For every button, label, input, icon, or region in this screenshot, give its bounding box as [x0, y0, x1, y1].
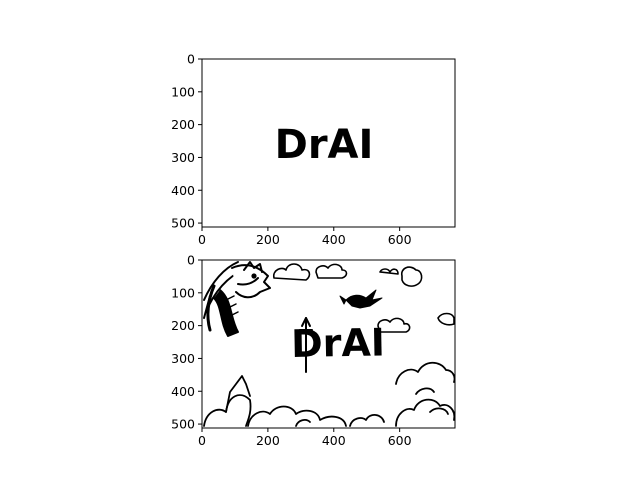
x-tick-label: 0: [198, 232, 206, 247]
y-tick-label: 300: [171, 150, 195, 165]
y-tick-label: 200: [171, 318, 195, 333]
y-tick-label: 400: [171, 384, 195, 399]
bottom-image-panel: DrAI 0 200 400 600 0 100 200 300 400 500: [171, 253, 456, 449]
y-tick-label: 200: [171, 117, 195, 132]
sword-illustration: [299, 317, 313, 373]
bottom-image-logo-text: DrAI: [291, 320, 386, 366]
dragon-illustration-left: [203, 261, 271, 337]
y-tick-label: 0: [187, 52, 195, 67]
top-image-panel: DrAI 0 200 400 600 0 100 200 300 400 500: [171, 52, 456, 248]
top-panel-ticks: 0 200 400 600 0 100 200 300 400 500: [171, 52, 411, 248]
x-tick-label: 600: [388, 433, 412, 448]
y-tick-label: 500: [171, 417, 195, 432]
bottom-panel-ticks: 0 200 400 600 0 100 200 300 400 500: [171, 253, 411, 449]
y-tick-label: 0: [187, 253, 195, 268]
y-tick-label: 300: [171, 351, 195, 366]
top-image-logo-text: DrAI: [275, 122, 374, 168]
clouds-top: [272, 263, 455, 333]
dragon-illustration-flying: [339, 289, 383, 309]
bottom-ink-illustration: [203, 261, 456, 427]
x-tick-label: 400: [322, 232, 346, 247]
x-tick-label: 200: [256, 433, 280, 448]
top-image-frame: [201, 58, 456, 228]
y-tick-label: 100: [171, 285, 195, 300]
y-tick-label: 400: [171, 183, 195, 198]
x-tick-label: 400: [322, 433, 346, 448]
y-tick-label: 500: [171, 216, 195, 231]
x-tick-label: 0: [198, 433, 206, 448]
x-tick-label: 600: [388, 232, 412, 247]
x-tick-label: 200: [256, 232, 280, 247]
clouds-bottom: [203, 361, 456, 427]
y-tick-label: 100: [171, 84, 195, 99]
